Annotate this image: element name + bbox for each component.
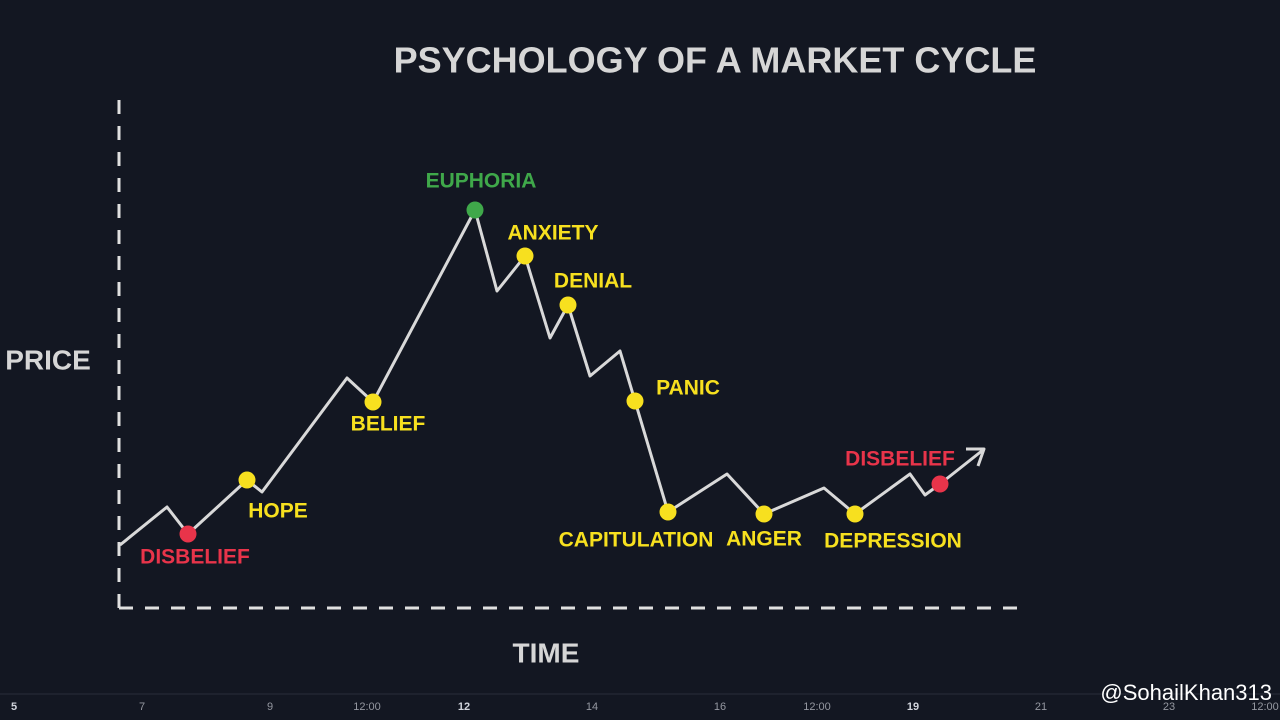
stage-label: HOPE bbox=[248, 500, 308, 523]
stage-dot bbox=[559, 296, 577, 314]
time-tick-label: 23 bbox=[1163, 701, 1175, 713]
stage-dot bbox=[364, 393, 382, 411]
stage-dot bbox=[846, 505, 864, 523]
time-tick-label: 12:00 bbox=[1251, 701, 1279, 713]
stage-label: CAPITULATION bbox=[559, 529, 714, 552]
time-axis: 5 7 9 12:00 12 14 16 12:00 19 21 23 12:00 bbox=[11, 701, 1279, 713]
time-tick-label: 16 bbox=[714, 701, 726, 713]
time-tick-label: 12:00 bbox=[803, 701, 831, 713]
stages: DISBELIEF HOPE BELIEF EUPHORIA ANXIETY DENIAL… bbox=[140, 170, 962, 569]
stage-label: DEPRESSION bbox=[824, 530, 962, 553]
stage-dot bbox=[179, 525, 197, 543]
time-tick-label: 19 bbox=[907, 701, 919, 713]
time-tick-label: 12:00 bbox=[353, 701, 381, 713]
stage-label: EUPHORIA bbox=[426, 170, 537, 193]
arrow-head bbox=[966, 447, 986, 467]
stage-dot bbox=[466, 201, 484, 219]
watermark: @SohailKhan313 bbox=[1100, 680, 1272, 705]
stage-dot bbox=[516, 247, 534, 265]
stage-label: DENIAL bbox=[554, 270, 632, 293]
time-tick-label: 9 bbox=[267, 701, 273, 713]
time-tick-label: 5 bbox=[11, 701, 17, 713]
time-tick-label: 12 bbox=[458, 701, 470, 713]
stage-label: PANIC bbox=[656, 377, 720, 400]
time-tick-label: 21 bbox=[1035, 701, 1047, 713]
stage-dot bbox=[626, 392, 644, 410]
time-tick-label: 14 bbox=[586, 701, 598, 713]
stage-dot bbox=[659, 503, 677, 521]
cycle-line bbox=[119, 208, 984, 547]
y-axis-label: PRICE bbox=[5, 344, 91, 375]
time-tick-label: 7 bbox=[139, 701, 145, 713]
stage-label: ANXIETY bbox=[507, 222, 598, 245]
stage-dot bbox=[238, 471, 256, 489]
x-axis-label: TIME bbox=[513, 637, 580, 668]
stage-label: DISBELIEF bbox=[140, 546, 250, 569]
title: PSYCHOLOGY OF A MARKET CYCLE bbox=[394, 40, 1037, 81]
stage-label: DISBELIEF bbox=[845, 448, 955, 471]
stage-dot bbox=[755, 505, 773, 523]
stage-dot bbox=[931, 475, 949, 493]
stage-label: BELIEF bbox=[351, 413, 426, 436]
stage-label: ANGER bbox=[726, 528, 802, 551]
